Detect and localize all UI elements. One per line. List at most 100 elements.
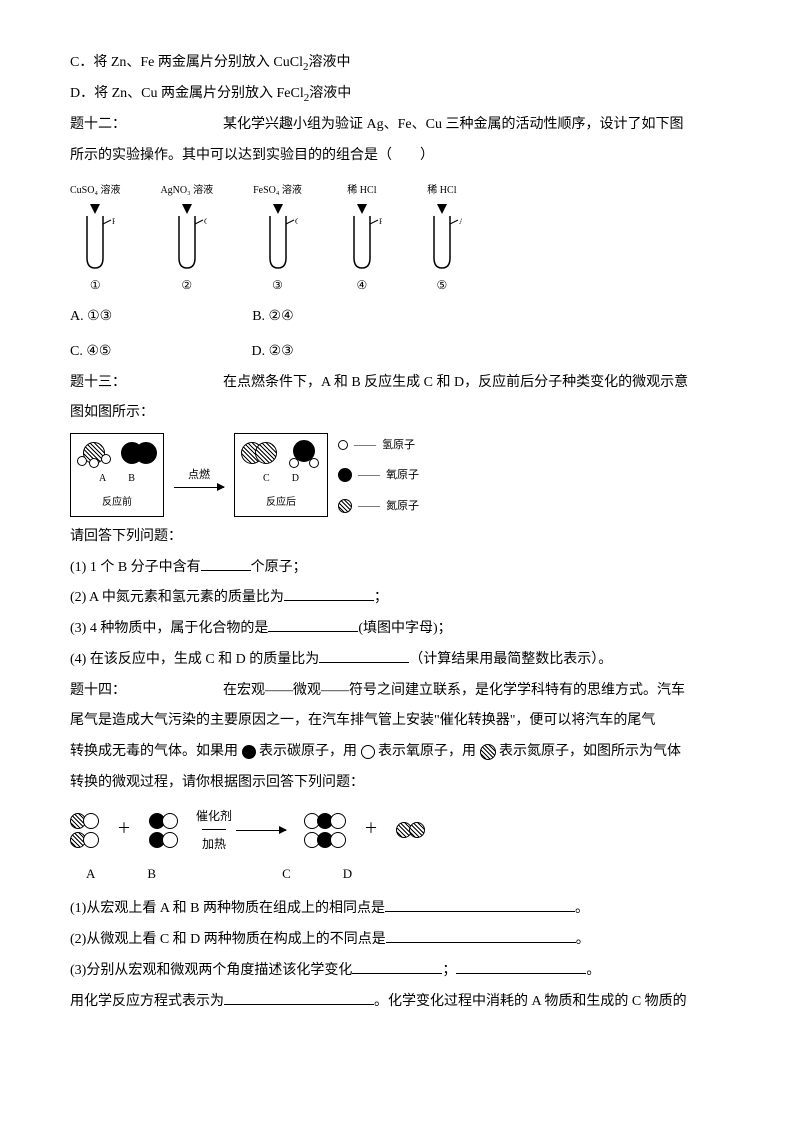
molecule-co — [149, 832, 178, 848]
q14-3: (3)分别从宏观和微观两个角度描述该化学变化 ； 。 — [70, 956, 730, 987]
q14-text1: 在宏观——微观——符号之间建立联系，是化学学科特有的思维方式。汽车 — [223, 683, 685, 698]
blank — [201, 556, 251, 571]
molecule-no — [70, 832, 99, 848]
letter-d: D — [343, 860, 352, 889]
tube-3-top: FeSO₄ 溶液 — [253, 180, 302, 202]
test-tubes-figure: CuSO₄ 溶液 Fe ① AgNO₃ 溶液 Cu ② FeSO₄ 溶液 — [70, 180, 730, 298]
q13-text1: 在点燃条件下，A 和 B 反应生成 C 和 D，反应前后分子种类变化的微观示意 — [223, 375, 688, 390]
tube-3-num: ③ — [272, 272, 283, 298]
nitrogen-atom-icon — [480, 744, 496, 760]
tube-icon: Fe — [342, 214, 382, 270]
catalyst-label: 催化剂 — [196, 803, 232, 829]
molecule-n2 — [396, 822, 425, 838]
q14-1b: 。 — [575, 901, 589, 916]
tube-1-top-text: CuSO₄ 溶液 — [70, 180, 120, 202]
mol-b-label: B — [128, 468, 135, 490]
carbon-atom-icon — [242, 745, 256, 759]
mol-c-label: C — [263, 468, 270, 490]
q13-4b: （计算结果用最简整数比表示）。 — [409, 652, 612, 667]
legend-o-text: 氧原子 — [386, 463, 419, 487]
heat-label: 加热 — [202, 829, 226, 857]
molecule-co2 — [304, 832, 346, 848]
tube-icon: Cu — [258, 214, 298, 270]
q14-label: 题十四： — [70, 683, 126, 698]
page: C．将 Zn、Fe 两金属片分别放入 CuCl2溶液中 D．将 Zn、Cu 两金… — [0, 0, 800, 1132]
q14-3c: 。 — [586, 963, 600, 978]
q13-4: (4) 在该反应中，生成 C 和 D 的质量比为（计算结果用最简整数比表示）。 — [70, 645, 730, 676]
letter-c: C — [282, 860, 291, 889]
group-c — [304, 813, 346, 848]
option-d: D．将 Zn、Cu 两金属片分别放入 FeCl2溶液中 — [70, 79, 730, 110]
q13-3: (3) 4 种物质中，属于化合物的是(填图中字母)； — [70, 614, 730, 645]
arrow-right-icon — [236, 830, 286, 831]
tube-3-side: Cu — [295, 217, 298, 226]
q13-1a: (1) 1 个 B 分子中含有 — [70, 560, 201, 575]
q13-line1: 题十三： 在点燃条件下，A 和 B 反应生成 C 和 D，反应前后分子种类变化的… — [70, 368, 730, 399]
q12-options-row1: A. ①③ B. ②④ — [70, 302, 730, 333]
tube-5-top: 稀 HCl — [427, 180, 456, 202]
tube-1: CuSO₄ 溶液 Fe ① — [70, 180, 120, 298]
blank — [284, 586, 374, 601]
q14-4: 用化学反应方程式表示为。化学变化过程中消耗的 A 物质和生成的 C 物质的 — [70, 987, 730, 1018]
letter-b: B — [147, 860, 156, 889]
q14-3a: (3)分别从宏观和微观两个角度描述该化学变化 — [70, 963, 352, 978]
plus-sign: ＋ — [117, 815, 131, 846]
q13-2a: (2) A 中氮元素和氢元素的质量比为 — [70, 590, 284, 605]
before-panel: A B 反应前 — [70, 433, 164, 517]
q14-4a: 用化学反应方程式表示为 — [70, 994, 224, 1009]
ignite-label: 点燃 — [188, 463, 210, 487]
hydrogen-atom-icon — [338, 440, 348, 450]
tube-2-side: Cu — [204, 217, 207, 226]
q14-3b: ； — [442, 963, 456, 978]
option-c-text: C．将 Zn、Fe 两金属片分别放入 CuCl — [70, 55, 303, 70]
before-letters: A B — [99, 468, 135, 490]
q12-line2: 所示的实验操作。其中可以达到实验目的的组合是（ ） — [70, 141, 730, 172]
q12-label: 题十二： — [70, 117, 126, 132]
group-a — [70, 813, 99, 848]
legend-h-text: 氢原子 — [382, 433, 415, 457]
tube-4: 稀 HCl Fe ④ — [342, 180, 382, 298]
q14-figure: ＋ 催化剂 加热 — [70, 803, 730, 858]
legend-o: —— 氧原子 — [338, 463, 419, 487]
q14-1a: (1)从宏观上看 A 和 B 两种物质在组成上的相同点是 — [70, 901, 385, 916]
tube-3-top-text: FeSO₄ 溶液 — [253, 180, 302, 202]
after-molecules — [241, 440, 321, 466]
q14-2b: 。 — [576, 932, 590, 947]
tube-icon: Fe — [75, 214, 115, 270]
q13-prompt: 请回答下列问题： — [70, 522, 730, 553]
q14-1: (1)从宏观上看 A 和 B 两种物质在组成上的相同点是 。 — [70, 894, 730, 925]
molecule-c — [241, 440, 277, 466]
molecule-no — [70, 813, 99, 829]
blank — [385, 897, 575, 912]
after-label: 反应后 — [266, 492, 296, 514]
nitrogen-atom-icon — [338, 499, 352, 513]
q14-line2: 尾气是造成大气污染的主要原因之一，在汽车排气管上安装"催化转换器"，便可以将汽车… — [70, 706, 730, 737]
arrow-down-icon — [182, 204, 192, 214]
blank — [268, 617, 358, 632]
tube-2: AgNO₃ 溶液 Cu ② — [160, 180, 213, 298]
reaction-arrow: 催化剂 加热 — [196, 803, 286, 858]
tube-4-num: ④ — [357, 272, 368, 298]
tube-5-side: Ag — [459, 217, 462, 226]
q14-text3a: 转换成无毒的气体。如果用 — [70, 744, 238, 759]
q13-3a: (3) 4 种物质中，属于化合物的是 — [70, 621, 268, 636]
blank — [386, 928, 576, 943]
q14-line1: 题十四： 在宏观——微观——符号之间建立联系，是化学学科特有的思维方式。汽车 — [70, 676, 730, 707]
q12-opt-b: B. ②④ — [252, 302, 293, 333]
q13-2: (2) A 中氮元素和氢元素的质量比为； — [70, 583, 730, 614]
after-panel: C D 反应后 — [234, 433, 328, 517]
option-d-tail: 溶液中 — [309, 86, 351, 101]
blank — [352, 959, 442, 974]
q12-opt-c: C. ④⑤ — [70, 337, 111, 368]
tube-5: 稀 HCl Ag ⑤ — [422, 180, 462, 298]
tube-1-side: Fe — [112, 217, 115, 226]
q13-1: (1) 1 个 B 分子中含有个原子； — [70, 553, 730, 584]
before-label: 反应前 — [102, 492, 132, 514]
option-c-tail: 溶液中 — [308, 55, 350, 70]
tube-1-num: ① — [90, 272, 101, 298]
q14-line4: 转换的微观过程，请你根据图示回答下列问题： — [70, 768, 730, 799]
oxygen-atom-icon — [338, 468, 352, 482]
q14-2: (2)从微观上看 C 和 D 两种物质在构成上的不同点是。 — [70, 925, 730, 956]
letter-a: A — [86, 860, 95, 889]
molecule-co2 — [304, 813, 346, 829]
